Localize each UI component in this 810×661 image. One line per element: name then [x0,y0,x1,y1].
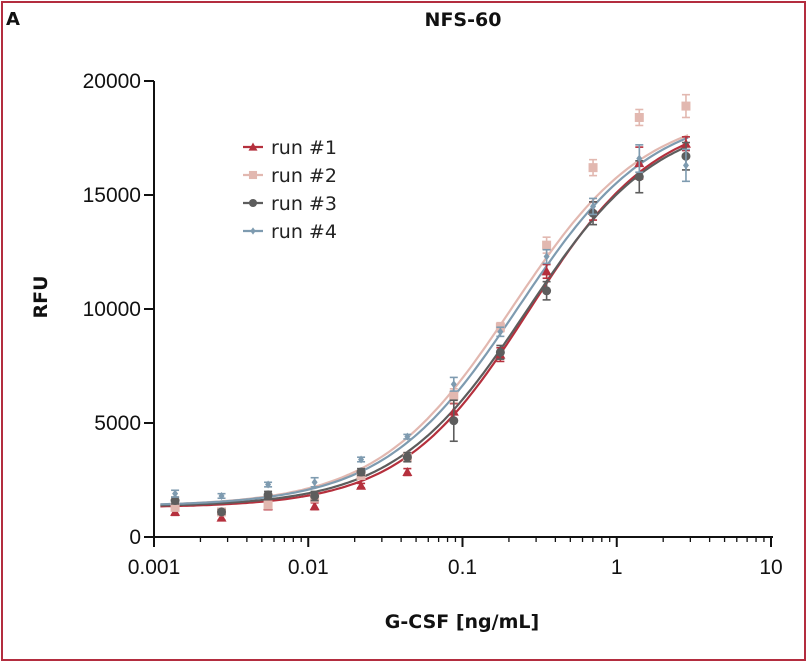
data-point-run-3 [542,286,552,296]
x-tick-label: 1 [611,556,623,579]
fit-curve-run-1 [160,142,689,508]
y-tick-label: 5000 [94,412,141,435]
legend-marker-run-2 [248,170,258,180]
legend-label: run #2 [271,165,337,187]
data-point-run-4 [497,327,504,336]
data-point-run-4 [404,432,411,441]
data-point-run-2 [170,502,180,512]
data-point-run-4 [636,154,643,163]
x-axis-label: G-CSF [ng/mL] [385,611,539,633]
y-tick-label: 10000 [83,298,141,321]
data-point-run-1 [402,467,413,477]
data-point-run-3 [170,496,180,506]
data-point-run-4 [590,202,597,211]
y-tick-label: 15000 [83,184,141,207]
data-point-run-4 [172,489,179,498]
y-tick-label: 20000 [83,70,141,93]
legend-label: run #3 [271,193,337,215]
data-point-run-4 [543,252,550,261]
data-point-run-2 [449,391,459,401]
chart-title: NFS-60 [424,9,502,31]
x-tick-label: 0.01 [288,556,329,579]
data-point-run-3 [449,416,459,426]
data-point-run-1 [309,501,320,511]
data-point-run-4 [682,161,689,170]
y-axis-label: RFU [30,275,52,318]
data-point-run-3 [310,491,320,501]
legend: run #1 run #2 run #3 run #4 [243,137,337,243]
data-point-run-2 [681,101,691,111]
legend-label: run #4 [271,221,337,243]
data-point-run-2 [542,240,552,250]
data-point-run-3 [217,507,227,517]
data-point-run-2 [263,500,273,510]
data-point-run-3 [356,467,366,477]
data-point-run-3 [495,347,505,357]
panel-letter: A [6,9,20,30]
fit-curves [160,134,689,508]
x-tick-label: 10 [759,556,782,579]
legend-marker-run-1 [248,142,258,151]
legend-marker-run-4 [250,227,256,235]
data-point-run-2 [588,163,598,173]
data-point-run-1 [541,266,552,276]
dose-response-chart: 0.001 0.01 0.1 1 10 0 5000 10000 15000 20000 run … [30,70,783,633]
legend-label: run #1 [271,137,337,159]
data-points [170,93,691,522]
data-point-run-3 [263,490,273,500]
x-tick-label: 0.001 [128,556,181,579]
data-point-run-1 [356,480,367,490]
fit-curve-run-4 [160,136,689,506]
data-point-run-2 [634,112,644,122]
axes: 0.001 0.01 0.1 1 10 0 5000 10000 15000 20000 [83,70,783,579]
fit-curve-run-3 [160,144,689,507]
data-point-run-4 [450,380,457,389]
x-tick-label: 0.1 [448,556,477,579]
data-point-run-1 [216,512,227,522]
y-tick-label: 0 [129,526,141,549]
data-point-run-4 [311,478,318,487]
data-point-run-3 [634,172,644,182]
data-point-run-4 [218,491,225,500]
data-point-run-3 [402,452,412,462]
data-point-run-4 [358,455,365,464]
data-point-run-4 [265,480,272,489]
legend-marker-run-3 [248,198,258,208]
